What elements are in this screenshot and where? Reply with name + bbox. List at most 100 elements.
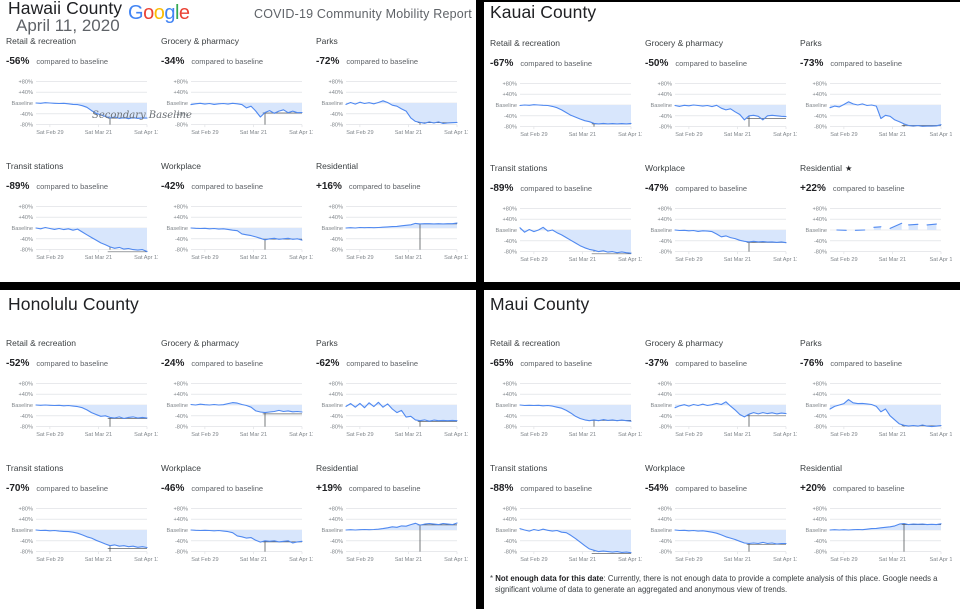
svg-text:+80%: +80% (174, 79, 188, 85)
mobility-line-chart: +80% +40% Baseline -40% -80%Sat Feb 29 Sat Ma… (651, 206, 797, 263)
chart-card-maui-county-parks: Parks -76% compared to baseline +80% +40%… (800, 338, 955, 441)
svg-text:Sat Mar 21: Sat Mar 21 (85, 432, 112, 438)
svg-text:+40%: +40% (19, 90, 33, 96)
svg-text:Sat Mar 21: Sat Mar 21 (240, 432, 267, 438)
svg-text:Baseline: Baseline (806, 403, 827, 409)
svg-text:-40%: -40% (175, 112, 188, 118)
chart-delta-value: -46% (161, 483, 185, 494)
chart-delta-value: -70% (6, 483, 30, 494)
svg-text:Baseline: Baseline (651, 528, 672, 534)
svg-text:+40%: +40% (174, 517, 188, 523)
chart-compared-to-baseline-label: compared to baseline (830, 59, 903, 68)
footnote-rest-text: : Currently, there is not enough data to… (495, 574, 938, 594)
svg-text:-80%: -80% (20, 123, 33, 129)
svg-text:Baseline: Baseline (12, 403, 33, 409)
chart-card-hawaii-county-residential: Residential +16% compared to baseline +8… (316, 161, 471, 264)
svg-text:Sat Apr 11: Sat Apr 11 (134, 130, 158, 136)
chart-category-label: Transit stations (6, 463, 64, 473)
svg-text:Sat Feb 29: Sat Feb 29 (675, 557, 702, 563)
svg-text:Sat Apr 1: Sat Apr 1 (929, 557, 952, 563)
svg-text:Baseline: Baseline (496, 528, 517, 534)
svg-text:Sat Apr 11: Sat Apr 11 (773, 132, 797, 138)
chart-delta-value: -50% (645, 58, 669, 69)
svg-text:+40%: +40% (813, 217, 827, 223)
svg-text:Sat Apr 11: Sat Apr 11 (134, 432, 158, 438)
chart-card-hawaii-county-workplace: Workplace -42% compared to baseline +80%… (161, 161, 316, 264)
svg-text:-40%: -40% (20, 539, 33, 545)
mobility-line-chart: +80% +40% Baseline -40% -80%Sat Feb 29 Sat Ma… (806, 506, 952, 563)
chart-delta-value: -34% (161, 56, 185, 67)
chart-grid-maui: Retail & recreation -65% compared to bas… (490, 338, 956, 566)
chart-compared-to-baseline-label: compared to baseline (36, 484, 109, 493)
svg-text:Sat Feb 29: Sat Feb 29 (36, 557, 63, 563)
chart-card-maui-county-transit-stations: Transit stations -88% compared to baseli… (490, 463, 645, 566)
svg-text:Sat Mar 21: Sat Mar 21 (724, 132, 751, 138)
svg-text:Baseline: Baseline (12, 101, 33, 107)
svg-text:+40%: +40% (658, 392, 672, 398)
chart-category-label: Parks (316, 36, 338, 46)
svg-text:Sat Feb 29: Sat Feb 29 (520, 132, 547, 138)
svg-text:Sat Feb 29: Sat Feb 29 (675, 432, 702, 438)
chart-compared-to-baseline-label: compared to baseline (346, 359, 419, 368)
svg-text:+80%: +80% (174, 506, 188, 512)
svg-text:Sat Feb 29: Sat Feb 29 (520, 557, 547, 563)
svg-text:+40%: +40% (813, 517, 827, 523)
svg-text:-40%: -40% (175, 414, 188, 420)
mobility-line-chart: +80% +40% Baseline -40% -80%Sat Feb 29 Sat Ma… (322, 381, 468, 438)
svg-text:+80%: +80% (813, 81, 827, 87)
chart-category-label: Retail & recreation (6, 36, 76, 46)
chart-compared-to-baseline-label: compared to baseline (191, 57, 264, 66)
svg-text:Sat Apr 11: Sat Apr 11 (444, 255, 468, 261)
svg-text:+40%: +40% (174, 90, 188, 96)
svg-text:-80%: -80% (175, 123, 188, 129)
mobility-line-chart: +80% +40% Baseline -40% -80%Sat Feb 29 Sat Ma… (167, 381, 313, 438)
chart-compared-to-baseline-label: compared to baseline (675, 359, 748, 368)
svg-text:-40%: -40% (504, 414, 517, 420)
svg-text:Sat Feb 29: Sat Feb 29 (191, 557, 218, 563)
mobility-line-chart: +80% +40% Baseline -40% -80%Sat Feb 29 Sat Ma… (167, 79, 313, 136)
report-date: April 11, 2020 (16, 16, 120, 35)
mobility-line-chart: +80% +40% Baseline -40% -80%Sat Feb 29 Sat Ma… (12, 506, 158, 563)
chart-delta-value: -62% (316, 358, 340, 369)
svg-text:+40%: +40% (329, 392, 343, 398)
svg-text:Sat Apr 11: Sat Apr 11 (618, 432, 642, 438)
chart-card-maui-county-grocery-pharmacy: Grocery & pharmacy -37% compared to base… (645, 338, 800, 441)
chart-delta-value: -72% (316, 56, 340, 67)
chart-delta-value: +20% (800, 483, 826, 494)
svg-text:Sat Feb 29: Sat Feb 29 (36, 130, 63, 136)
chart-card-kauai-county-workplace: Workplace -47% compared to baseline +80%… (645, 163, 800, 266)
svg-text:Sat Feb 29: Sat Feb 29 (830, 132, 857, 138)
svg-text:-80%: -80% (659, 550, 672, 556)
report-title: COVID-19 Community Mobility Report (254, 7, 472, 21)
chart-card-maui-county-retail-recreation: Retail & recreation -65% compared to bas… (490, 338, 645, 441)
chart-compared-to-baseline-label: compared to baseline (520, 484, 593, 493)
svg-text:-80%: -80% (175, 248, 188, 254)
chart-category-label: Parks (316, 338, 338, 348)
chart-delta-value: -54% (645, 483, 669, 494)
svg-text:+40%: +40% (19, 215, 33, 221)
svg-text:-80%: -80% (330, 248, 343, 254)
svg-text:Sat Feb 29: Sat Feb 29 (346, 432, 373, 438)
chart-category-label: Grocery & pharmacy (161, 338, 239, 348)
chart-category-label: Retail & recreation (490, 38, 560, 48)
chart-category-label: Residential (800, 463, 843, 473)
svg-text:Sat Feb 29: Sat Feb 29 (830, 257, 857, 263)
svg-text:Sat Mar 21: Sat Mar 21 (879, 257, 906, 263)
svg-text:Baseline: Baseline (806, 228, 827, 234)
svg-text:Baseline: Baseline (167, 226, 188, 232)
chart-delta-value: +16% (316, 181, 342, 192)
svg-text:-40%: -40% (814, 239, 827, 245)
mobility-line-chart: +80% +40% Baseline -40% -80%Sat Feb 29 Sat Ma… (322, 79, 468, 136)
svg-text:-80%: -80% (659, 425, 672, 431)
svg-text:Sat Feb 29: Sat Feb 29 (675, 132, 702, 138)
county-title-hawaii: Hawaii County (8, 0, 123, 18)
vertical-divider (476, 0, 484, 609)
svg-text:Sat Mar 21: Sat Mar 21 (240, 557, 267, 563)
svg-text:-80%: -80% (814, 550, 827, 556)
svg-text:-40%: -40% (814, 114, 827, 120)
chart-compared-to-baseline-label: compared to baseline (675, 184, 748, 193)
svg-text:Sat Mar 21: Sat Mar 21 (879, 132, 906, 138)
chart-category-label: Grocery & pharmacy (161, 36, 239, 46)
svg-text:-40%: -40% (814, 414, 827, 420)
svg-text:Baseline: Baseline (651, 403, 672, 409)
